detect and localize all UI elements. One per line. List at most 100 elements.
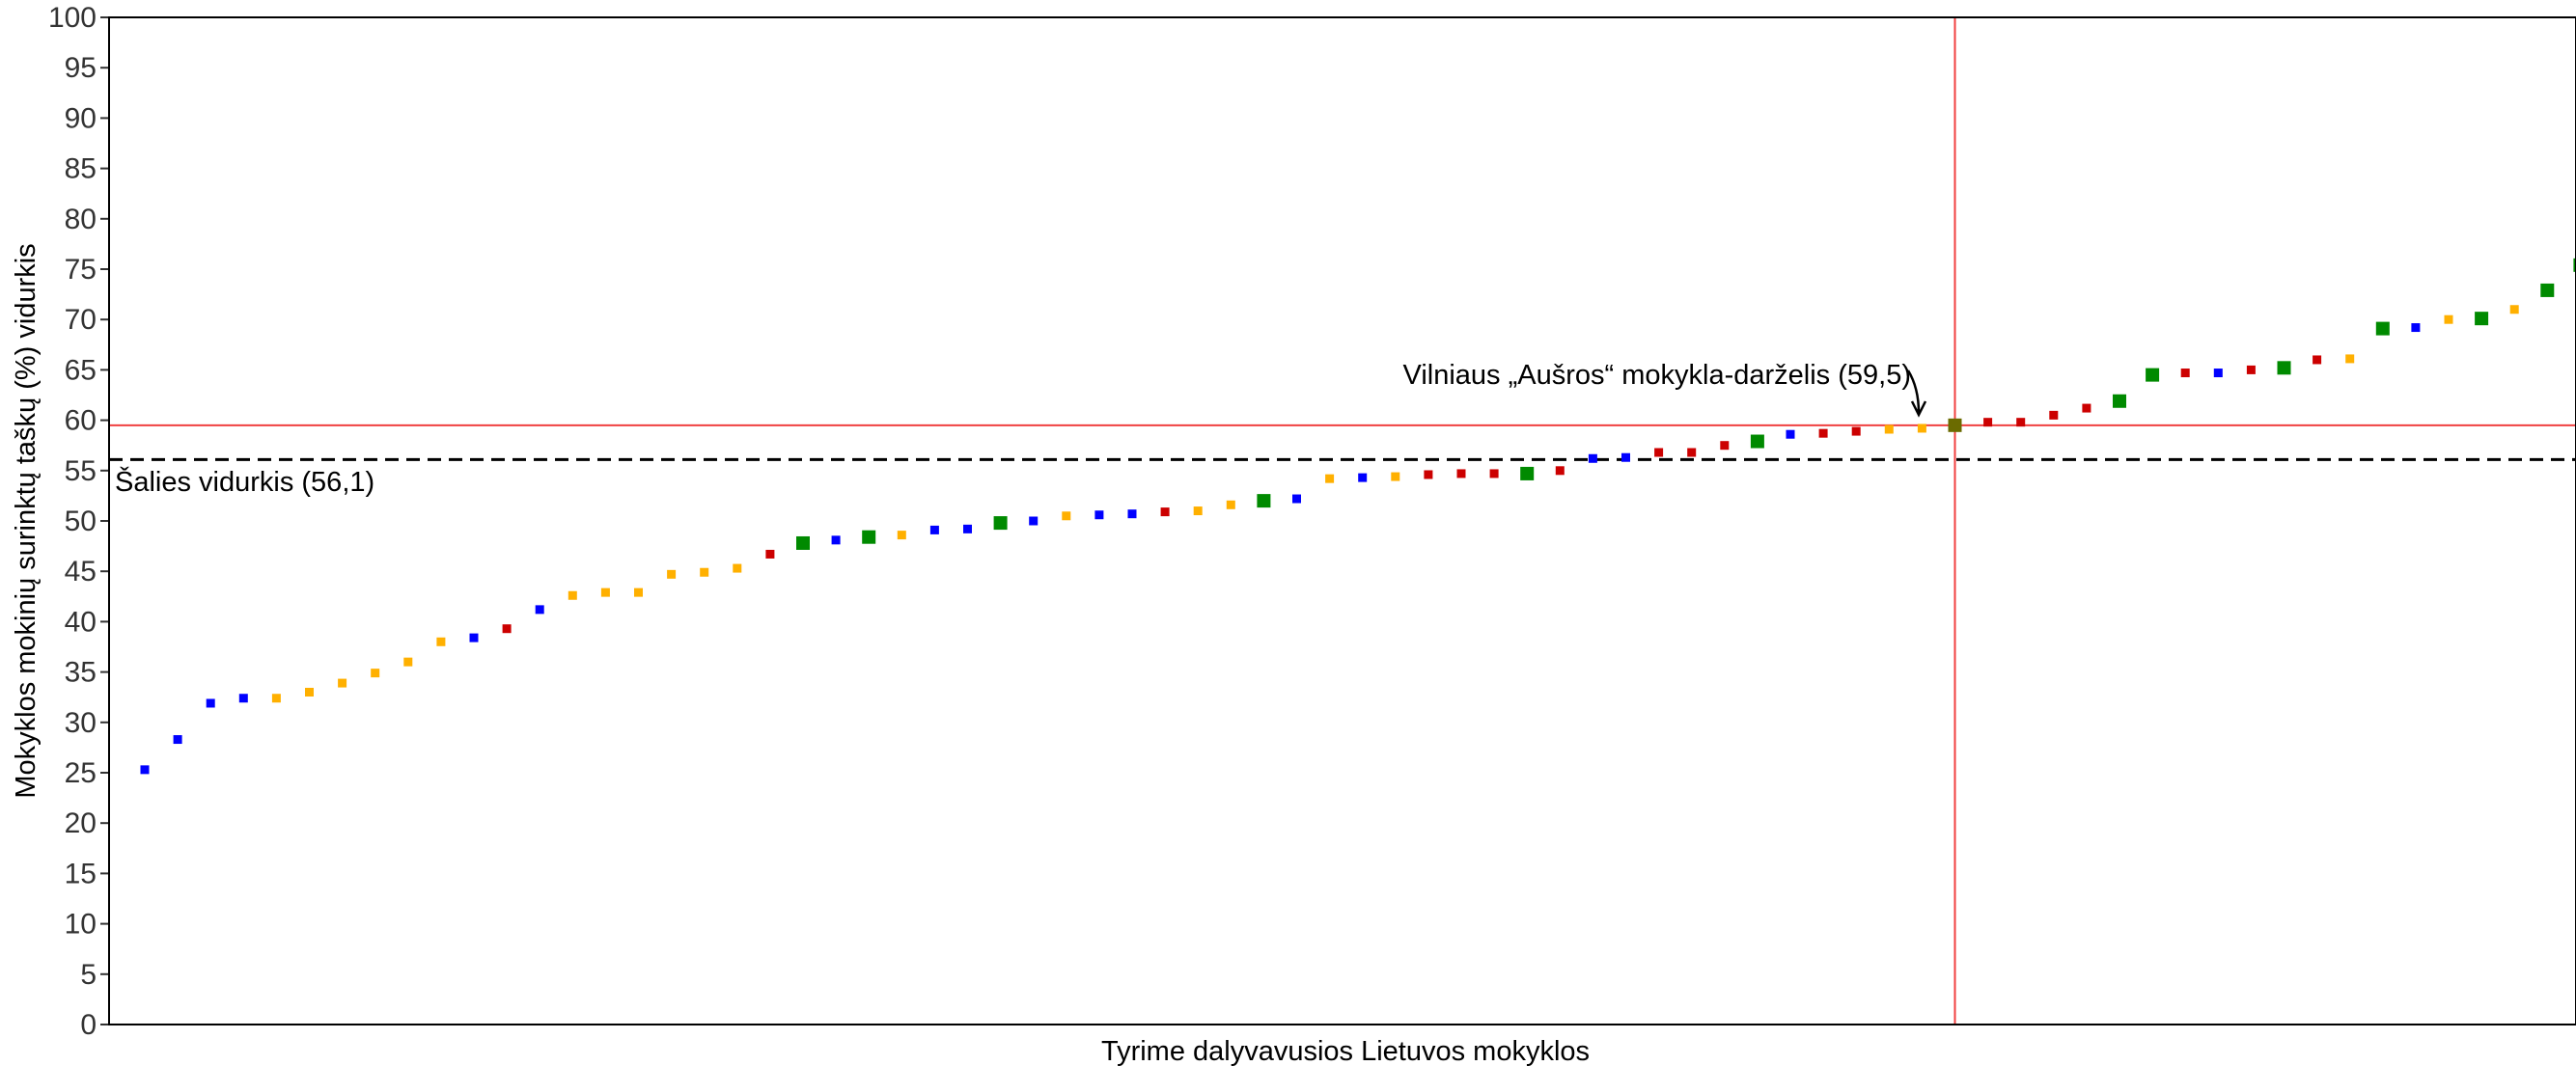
school-point: [2509, 305, 2519, 314]
national-average-label: Šalies vidurkis (56,1): [115, 465, 374, 498]
school-point: [1193, 506, 1203, 516]
school-point: [535, 605, 544, 615]
y-tick-label: 40: [65, 606, 97, 638]
school-point: [1851, 426, 1861, 436]
school-point: [733, 563, 742, 573]
y-tick-label: 35: [65, 657, 97, 689]
highlight-arrow: [1906, 369, 1927, 418]
y-tick-label: 45: [65, 556, 97, 588]
school-point: [2573, 258, 2576, 272]
school-point: [1391, 472, 1400, 481]
y-axis-ticks: 0 5 10 15 20 25 30 35 40 45 50 55 60 65 70 75 80 85 90 95 10…: [48, 2, 109, 1041]
school-point: [2180, 369, 2190, 378]
school-point: [338, 678, 347, 688]
y-tick-label: 5: [80, 959, 97, 991]
school-point: [1687, 448, 1697, 457]
school-point: [1358, 473, 1368, 482]
school-point: [1654, 448, 1664, 457]
school-point: [271, 694, 281, 703]
school-point: [469, 633, 479, 642]
school-point: [1588, 453, 1597, 463]
y-tick-label: 25: [65, 757, 97, 789]
school-point: [568, 590, 577, 600]
school-point: [1257, 494, 1271, 508]
school-point: [403, 657, 413, 667]
highlighted-school-point: [1948, 418, 1962, 432]
school-point: [862, 530, 876, 544]
reference-lines: [109, 17, 2576, 1025]
school-point: [2313, 355, 2322, 365]
y-tick-label: 20: [65, 807, 97, 839]
school-point: [1292, 494, 1301, 504]
y-tick-label: 95: [65, 52, 97, 84]
data-points: [140, 258, 2576, 775]
school-point: [2113, 394, 2126, 408]
school-point: [1555, 466, 1565, 476]
school-point: [2049, 410, 2059, 420]
school-point: [1489, 469, 1499, 478]
school-point: [2277, 361, 2291, 375]
school-point: [1424, 470, 1433, 479]
school-point: [1520, 466, 1535, 480]
y-tick-label: 75: [65, 254, 97, 286]
highlight-label: Vilniaus „Aušros“ mokykla-darželis (59,5…: [1403, 360, 1911, 391]
school-point: [2213, 369, 2223, 378]
school-point: [796, 535, 810, 550]
y-tick-label: 70: [65, 304, 97, 336]
school-point: [2411, 323, 2421, 333]
school-point: [502, 624, 512, 634]
y-tick-label: 50: [65, 506, 97, 537]
school-point: [1226, 500, 1235, 509]
school-point: [1094, 510, 1104, 520]
school-point: [1786, 429, 1795, 439]
school-point: [2345, 354, 2355, 364]
y-tick-label: 80: [65, 204, 97, 235]
y-axis-title: Mokyklos mokinių surinktų taškų (%) vidu…: [11, 243, 42, 798]
school-point: [929, 525, 939, 534]
school-point: [700, 567, 709, 577]
school-point: [305, 687, 314, 697]
y-tick-label: 65: [65, 354, 97, 386]
school-point: [2016, 418, 2026, 427]
school-point: [206, 698, 215, 708]
school-point: [831, 535, 841, 545]
plot-frame: [108, 16, 2576, 1025]
school-point: [963, 524, 972, 533]
y-tick-label: 10: [65, 909, 97, 941]
school-point: [993, 516, 1008, 531]
school-point: [1127, 509, 1137, 519]
school-point: [2444, 314, 2453, 324]
school-point: [634, 588, 643, 597]
x-axis-title: Tyrime dalyvavusios Lietuvos mokyklos: [1101, 1036, 1590, 1066]
school-point: [1750, 434, 1764, 449]
school-point: [600, 588, 610, 597]
y-tick-label: 55: [65, 455, 97, 487]
school-point: [173, 735, 182, 745]
school-point: [1062, 511, 1071, 521]
school-point: [2540, 283, 2555, 297]
school-point: [436, 637, 446, 646]
school-point: [1917, 424, 1926, 433]
school-point: [140, 765, 150, 775]
y-tick-label: 30: [65, 707, 97, 739]
school-point: [1884, 424, 1894, 434]
school-point: [1029, 516, 1039, 526]
y-tick-label: 90: [65, 102, 97, 134]
school-point: [2146, 368, 2160, 382]
school-point: [1818, 428, 1828, 438]
school-point: [238, 694, 248, 703]
y-tick-label: 60: [65, 405, 97, 437]
school-point: [2375, 321, 2390, 336]
y-tick-label: 15: [65, 858, 97, 889]
school-point: [897, 531, 906, 540]
school-point: [1325, 474, 1335, 483]
school-point: [1621, 452, 1630, 462]
y-tick-label: 85: [65, 153, 97, 185]
school-point: [371, 669, 380, 678]
school-point: [1160, 507, 1170, 517]
school-point: [1983, 418, 1993, 427]
school-point: [1720, 441, 1730, 451]
school-point: [667, 569, 677, 579]
school-point: [765, 549, 775, 559]
